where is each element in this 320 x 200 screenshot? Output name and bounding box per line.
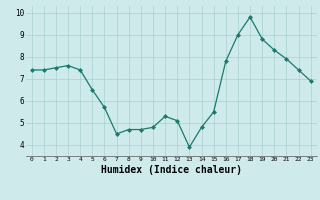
X-axis label: Humidex (Indice chaleur): Humidex (Indice chaleur) (101, 165, 242, 175)
